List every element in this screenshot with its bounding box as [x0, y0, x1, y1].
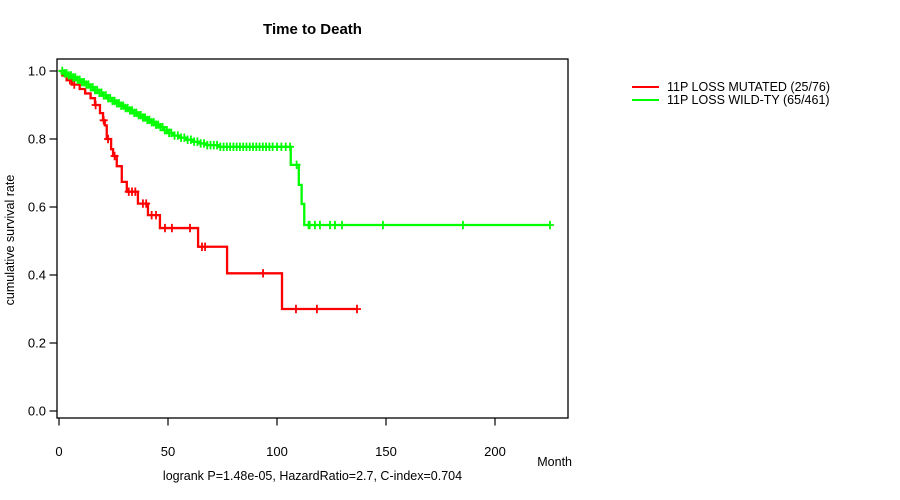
stats-annotation: logrank P=1.48e-05, HazardRatio=2.7, C-i…: [162, 469, 463, 483]
y-tick-label: 0.8: [28, 132, 46, 147]
legend-item: 11P LOSS WILD-TY (65/461): [632, 93, 830, 108]
x-tick-label: 100: [266, 444, 288, 459]
y-tick-label: 0.6: [28, 200, 46, 215]
legend-item: 11P LOSS MUTATED (25/76): [632, 80, 830, 94]
censor-marks-wildtype: [58, 66, 554, 230]
x-axis-label: Month: [537, 455, 572, 469]
legend-line-mutated: [632, 85, 659, 88]
x-tick-label: 200: [484, 444, 506, 459]
legend-label-wildtype: 11P LOSS WILD-TY (65/461): [667, 93, 830, 108]
survival-curve-mutated: [59, 69, 358, 311]
x-tick-label: 150: [375, 444, 397, 459]
legend: 11P LOSS MUTATED (25/76) 11P LOSS WILD-T…: [632, 80, 830, 107]
chart-title: Time to Death: [263, 21, 362, 38]
y-tick-label: 0.2: [28, 336, 46, 351]
y-tick-label: 1.0: [28, 64, 46, 79]
censor-marks-mutated: [65, 75, 362, 314]
y-tick-label: 0.0: [28, 404, 46, 419]
legend-label-mutated: 11P LOSS MUTATED (25/76): [667, 79, 831, 94]
legend-line-wildtype: [632, 99, 659, 102]
plot-frame: [56, 58, 569, 419]
x-tick-label: 0: [55, 444, 62, 459]
survival-curve-wildtype: [59, 69, 550, 227]
y-tick-label: 0.4: [28, 268, 46, 283]
x-tick-label: 50: [161, 444, 175, 459]
